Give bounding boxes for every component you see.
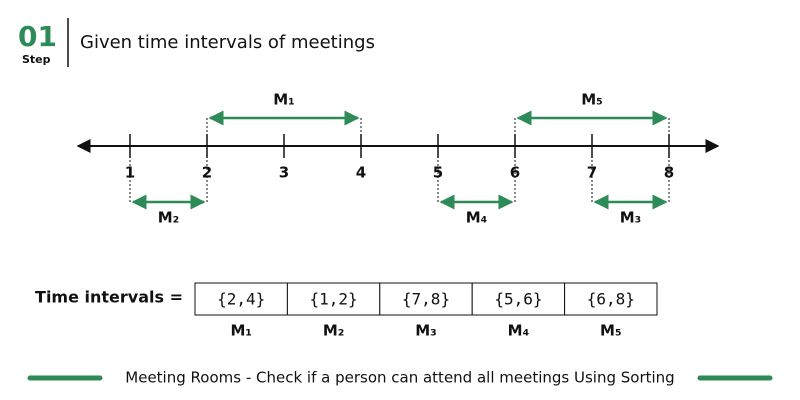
table-cell bbox=[564, 282, 658, 316]
table-label: Time intervals = bbox=[35, 288, 183, 307]
cell-text: {1,2} bbox=[310, 290, 358, 309]
interval-label: M₄ bbox=[466, 209, 488, 227]
cell-text: {2,4} bbox=[217, 290, 265, 309]
step-label: Step bbox=[22, 53, 51, 66]
table-cell bbox=[471, 282, 566, 316]
cell-name: M₄ bbox=[508, 322, 530, 340]
cell-text: {6,8} bbox=[587, 290, 635, 309]
cell-text: {5,6} bbox=[494, 290, 542, 309]
table-cell bbox=[194, 282, 288, 316]
interval-label: M₃ bbox=[620, 209, 642, 227]
cell-text: {7,8} bbox=[402, 290, 450, 309]
interval-label: M₂ bbox=[158, 209, 180, 227]
table-cell bbox=[286, 282, 381, 316]
tick-label: 4 bbox=[356, 164, 366, 182]
title: Given time intervals of meetings bbox=[80, 32, 375, 53]
cell-name: M₃ bbox=[415, 322, 437, 340]
table-cell bbox=[379, 282, 473, 316]
cell-name: M₂ bbox=[323, 322, 345, 340]
footer-caption: Meeting Rooms - Check if a person can at… bbox=[125, 369, 674, 387]
cell-name: M₁ bbox=[230, 322, 252, 340]
step-number: 01 bbox=[18, 20, 57, 53]
tick-label: 3 bbox=[279, 164, 289, 182]
cell-name: M₅ bbox=[600, 322, 622, 340]
interval-label: M₁ bbox=[273, 91, 295, 109]
interval-label: M₅ bbox=[581, 91, 603, 109]
